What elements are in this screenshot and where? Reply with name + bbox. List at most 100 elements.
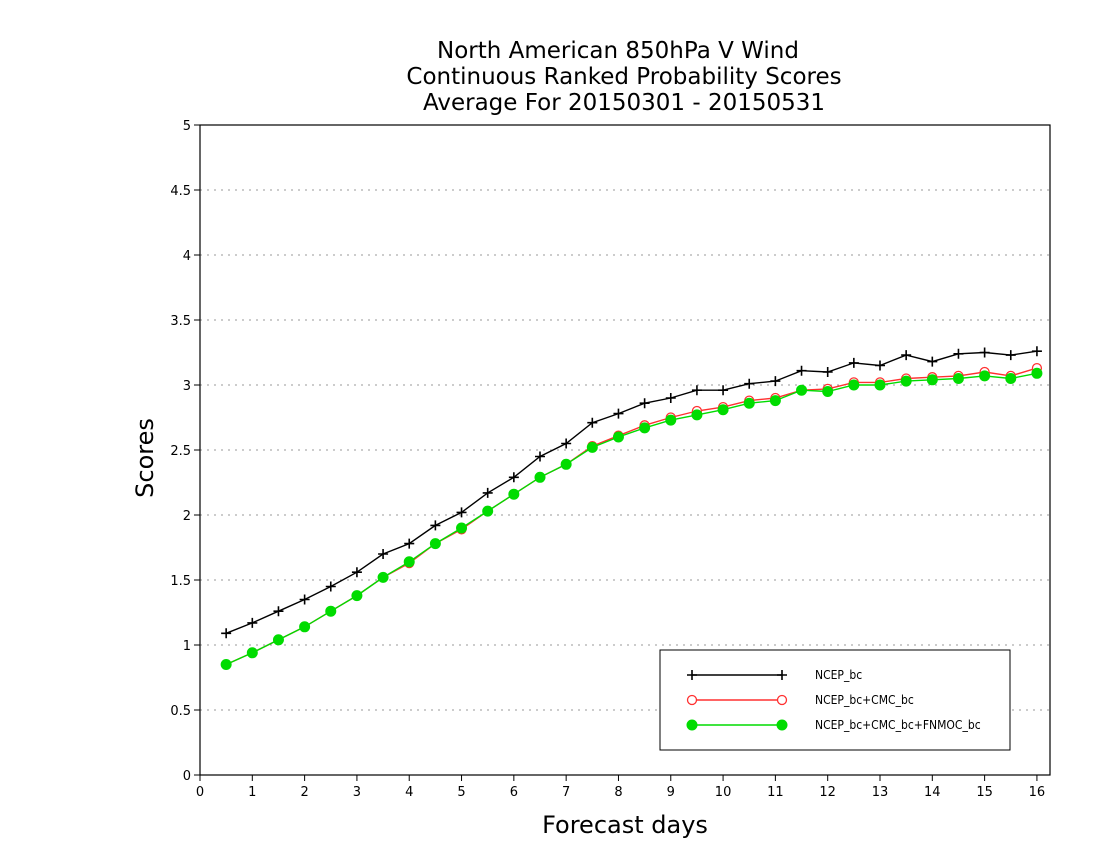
data-point [456, 507, 467, 518]
title-line-1: North American 850hPa V Wind [437, 38, 799, 64]
data-point [613, 408, 624, 419]
legend: NCEP_bc NCEP_bc+CMC_bc NCEP_bc+CMC_bc+FNMO… [659, 649, 1011, 751]
data-point [874, 379, 886, 391]
data-point [403, 556, 415, 568]
data-point [430, 520, 441, 531]
x-tick-label: 3 [353, 785, 361, 800]
data-point [796, 384, 808, 396]
data-point [901, 350, 912, 361]
data-point [508, 488, 520, 500]
x-tick-label: 1 [248, 785, 256, 800]
data-point [377, 571, 389, 583]
data-point [743, 397, 755, 409]
y-axis-label: Scores [131, 418, 159, 498]
chart-title: North American 850hPa V Wind Continuous … [406, 38, 841, 116]
legend-label: NCEP_bc+CMC_bc+FNMOC_bc [815, 718, 981, 732]
y-tick-label: 1.5 [170, 574, 191, 589]
x-tick-label: 2 [300, 785, 308, 800]
data-point [482, 487, 493, 498]
data-point [1031, 346, 1042, 357]
x-tick-label: 12 [819, 785, 836, 800]
x-axis: 0 1 2 3 4 5 6 7 8 9 10 11 12 13 14 15 16 [196, 775, 1045, 800]
data-point [1005, 373, 1017, 384]
series-2 [220, 367, 1043, 670]
data-point [665, 393, 676, 403]
legend-marker [777, 670, 787, 680]
data-point [848, 357, 859, 368]
series-0 [221, 346, 1042, 639]
x-tick-label: 5 [457, 785, 465, 800]
data-point [875, 360, 885, 371]
data-point [769, 395, 781, 407]
legend-marker [686, 719, 698, 731]
y-tick-label: 3.5 [170, 314, 191, 329]
y-tick-label: 5 [183, 119, 191, 134]
y-tick-label: 2 [183, 509, 191, 524]
legend-label: NCEP_bc+CMC_bc [815, 693, 914, 707]
data-point [272, 634, 284, 646]
title-line-3: Average For 20150301 - 20150531 [423, 90, 825, 116]
data-point [691, 385, 702, 396]
data-point [220, 659, 232, 670]
data-point [404, 538, 415, 549]
data-point [325, 581, 336, 592]
x-tick-label: 16 [1029, 785, 1046, 800]
series-1 [221, 362, 1043, 670]
data-point [848, 379, 860, 391]
y-axis: 0 0.5 1 1.5 2 2.5 3 3.5 4 4.5 5 [170, 119, 200, 784]
y-tick-label: 3 [183, 379, 191, 394]
legend-entries: NCEP_bc NCEP_bc+CMC_bc NCEP_bc+CMC_bc+FNMO… [686, 668, 981, 732]
x-tick-label: 9 [667, 785, 675, 800]
legend-entry-0: NCEP_bc [687, 668, 862, 682]
x-tick-label: 7 [562, 785, 570, 800]
y-tick-label: 2.5 [170, 444, 191, 459]
series-line [225, 372, 1038, 666]
data-point [612, 431, 624, 443]
data-point [953, 348, 964, 359]
x-tick-label: 15 [976, 785, 993, 800]
data-point [246, 647, 258, 659]
data-point [796, 365, 807, 376]
data-point [822, 386, 834, 397]
data-point [560, 458, 572, 470]
x-tick-label: 10 [715, 785, 732, 800]
data-point [952, 373, 964, 384]
data-point [587, 417, 598, 428]
data-point [691, 409, 703, 421]
data-point [639, 422, 651, 434]
y-tick-label: 4.5 [170, 184, 191, 199]
y-tick-label: 4 [183, 249, 191, 264]
data-point [299, 594, 310, 605]
data-point [900, 375, 912, 387]
series-line [225, 350, 1038, 634]
data-point [744, 378, 755, 389]
data-point [822, 367, 833, 377]
data-point [770, 376, 781, 387]
data-point [665, 414, 677, 426]
data-point [979, 347, 990, 358]
x-tick-label: 4 [405, 785, 413, 800]
data-point [221, 628, 232, 639]
legend-entry-1: NCEP_bc+CMC_bc [686, 693, 914, 707]
data-point [508, 472, 519, 483]
legend-marker [686, 694, 698, 706]
y-tick-label: 0 [183, 769, 191, 784]
data-point [482, 505, 494, 517]
x-axis-label: Forecast days [542, 811, 708, 839]
data-point [717, 404, 729, 416]
legend-marker [776, 694, 788, 706]
data-point [561, 438, 572, 449]
legend-entry-2: NCEP_bc+CMC_bc+FNMOC_bc [686, 718, 981, 732]
data-point [273, 606, 284, 617]
x-tick-label: 14 [924, 785, 941, 800]
data-point [325, 605, 337, 617]
legend-marker [687, 670, 697, 680]
grid [200, 124, 1050, 711]
data-point [534, 471, 546, 483]
data-point [247, 617, 258, 628]
data-point [926, 374, 938, 386]
data-point [979, 370, 991, 382]
x-tick-label: 11 [767, 785, 784, 800]
data-point [1005, 350, 1016, 361]
data-point [351, 590, 363, 602]
